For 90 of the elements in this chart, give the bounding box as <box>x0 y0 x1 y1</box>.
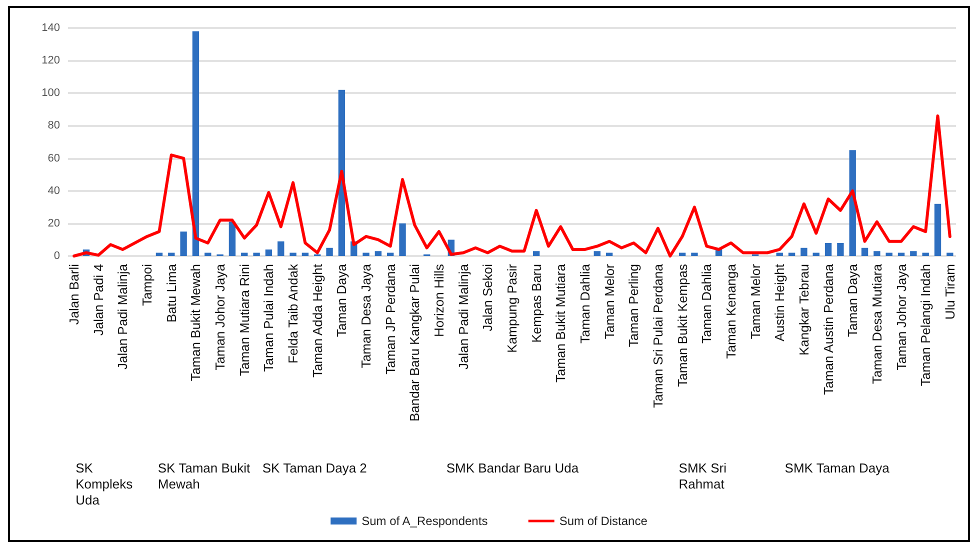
bar <box>946 252 954 256</box>
x-tick-label: Taman Desa Jaya <box>358 263 374 368</box>
bar <box>362 252 370 256</box>
bar <box>934 204 942 256</box>
text: SK Kompleks Uda <box>76 460 136 508</box>
x-tick-label: Taman Kenanga <box>723 263 738 359</box>
legend-label: Sum of Distance <box>559 514 648 528</box>
x-tick-label: Jalan Padi Malinja <box>115 263 130 370</box>
x-tick-label: Kempas Baru <box>528 264 544 343</box>
x-tick-label: Taman Sri Pulai Perdana <box>650 263 666 408</box>
x-tick-label: Felda Taib Andak <box>286 264 301 364</box>
bar <box>265 249 272 256</box>
x-tick-label: Bandar Baru Kangkar Pulai <box>407 264 422 422</box>
x-tick-label: Ulu Tiram <box>942 264 958 320</box>
bar <box>837 242 844 256</box>
y-tick-label: 20 <box>48 217 60 230</box>
bar <box>594 251 600 256</box>
bar <box>192 31 200 256</box>
bar <box>886 252 892 256</box>
x-tick-label: Horizon Hills <box>432 264 447 337</box>
x-tick-label: Taman Austin Perdana <box>820 263 836 395</box>
x-tick-label: Jalan Padi 4 <box>90 264 106 336</box>
bar <box>812 252 820 256</box>
bar <box>374 251 382 256</box>
x-tick-label: Taman Bukit Kempas <box>674 264 690 387</box>
bar <box>168 252 175 256</box>
text: SMK Taman Daya <box>784 460 890 476</box>
x-tick-label: Taman Bukit Mewah <box>188 264 204 382</box>
x-tick-label: Taman Johor Jaya <box>212 263 228 370</box>
bar <box>788 252 796 256</box>
bar <box>302 252 309 256</box>
x-tick-label: Jalan Sekoi <box>480 264 496 332</box>
bar <box>922 252 929 256</box>
bar <box>532 251 540 256</box>
x-tick-label: Austin Height <box>772 264 788 342</box>
bar <box>910 251 917 256</box>
text: SMK Sri Rahmat <box>678 460 730 492</box>
x-tick-label: Taman Johor Jaya <box>894 263 909 370</box>
x-tick-label: Taman Dahlia <box>577 263 592 344</box>
text: SK Taman Daya 2 <box>262 460 367 476</box>
y-tick-label: 0 <box>54 250 60 262</box>
x-tick-label: Taman Desa Mutiara <box>869 263 884 384</box>
x-tick-label: Taman Pulai Indah <box>261 264 276 372</box>
bar <box>824 242 832 256</box>
x-tick-label: Taman Pelangi Indah <box>918 264 934 386</box>
x-tick-label: Taman Perling <box>626 264 642 348</box>
x-tick-label: Jalan Padi Malinja <box>456 263 471 370</box>
bar <box>800 248 808 256</box>
bar <box>399 223 406 256</box>
bar <box>278 241 284 256</box>
x-tick-label: Taman Bukit Mutiara <box>553 263 568 382</box>
bar <box>180 232 187 256</box>
x-tick-label: Jalan Barli <box>66 264 82 325</box>
line-series <box>72 114 952 258</box>
y-tick-label: 120 <box>42 54 60 67</box>
bar <box>387 252 394 256</box>
bar <box>898 252 905 256</box>
x-tick-label: Batu Lima <box>164 263 179 323</box>
x-tick-label: Taman Adda Height <box>310 264 325 378</box>
y-tick-label: 60 <box>48 152 60 164</box>
text: SK Taman Bukit Mewah <box>158 460 254 492</box>
legend-label: Sum of A_Respondents <box>362 514 488 528</box>
x-tick-label: Taman Melor <box>748 263 763 340</box>
x-tick-label: Tampoi <box>140 264 155 306</box>
bar <box>156 252 163 256</box>
y-tick-label: 80 <box>48 120 60 132</box>
bar <box>776 252 783 256</box>
bar <box>290 252 296 256</box>
bar <box>204 252 212 256</box>
x-tick-label: Taman Mutiara Rini <box>236 264 252 376</box>
bar <box>861 248 868 256</box>
x-tick-label: Kangkar Tebrau <box>796 264 812 356</box>
y-tick-label: 140 <box>42 22 60 34</box>
y-tick-label: 100 <box>42 87 60 100</box>
bar <box>691 252 698 256</box>
x-tick-label: Taman JP Perdana <box>382 263 398 374</box>
bar <box>253 252 260 256</box>
bar <box>228 222 236 256</box>
x-tick-label: Kampung Pasir <box>504 263 520 353</box>
x-tick-label: Taman Melor <box>602 263 617 340</box>
bar <box>874 251 880 256</box>
bar <box>606 252 613 256</box>
x-tick-label: Taman Daya <box>845 263 860 337</box>
x-tick-label: Taman Daya <box>334 263 350 337</box>
bar <box>678 252 686 256</box>
bar <box>241 252 248 256</box>
y-tick-label: 40 <box>48 184 60 197</box>
bar <box>326 248 333 256</box>
text: SMK Bandar Baru Uda <box>446 460 580 476</box>
x-tick-label: Taman Dahlia <box>699 263 714 344</box>
